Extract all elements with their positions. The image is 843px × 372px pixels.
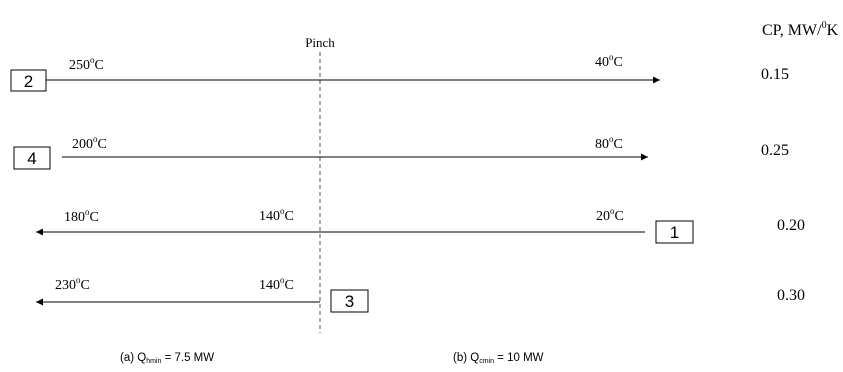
start-temperature: 250oC [69, 55, 104, 73]
stream-id: 1 [670, 223, 679, 242]
caption-b: (b) Qcmin = 10 MW [453, 352, 544, 365]
cp-header: CP, MW/0K [762, 20, 839, 39]
end-temperature: 40oC [595, 52, 623, 70]
stream-id-box [330, 289, 369, 313]
stream-1: 1 20oC 140oC 180oC 0.20 [36, 206, 805, 244]
stream-2: 2 250oC 40oC 0.15 [10, 52, 789, 92]
pinch-label: Pinch [305, 35, 335, 50]
stream-id-box [13, 146, 51, 170]
stream-4: 4 200oC 80oC 0.25 [13, 134, 789, 170]
stream-id-box [655, 220, 694, 244]
stream-id: 4 [27, 149, 36, 168]
stream-id: 2 [24, 72, 33, 91]
stream-3: 3 140oC 230oC 0.30 [36, 275, 805, 313]
caption-a: (a) Qhmin = 7.5 MW [120, 352, 214, 365]
end-temperature: 230oC [55, 275, 90, 293]
cp-value: 0.30 [777, 287, 805, 304]
cp-value: 0.20 [777, 217, 805, 234]
end-temperature: 80oC [595, 134, 623, 152]
pinch-temperature: 140oC [259, 206, 294, 224]
start-temperature: 20oC [596, 206, 624, 224]
end-temperature: 180oC [64, 207, 99, 225]
pinch-temperature: 140oC [259, 275, 294, 293]
cp-value: 0.15 [761, 66, 789, 83]
cp-value: 0.25 [761, 142, 789, 159]
start-temperature: 200oC [72, 134, 107, 152]
stream-id: 3 [345, 292, 354, 311]
